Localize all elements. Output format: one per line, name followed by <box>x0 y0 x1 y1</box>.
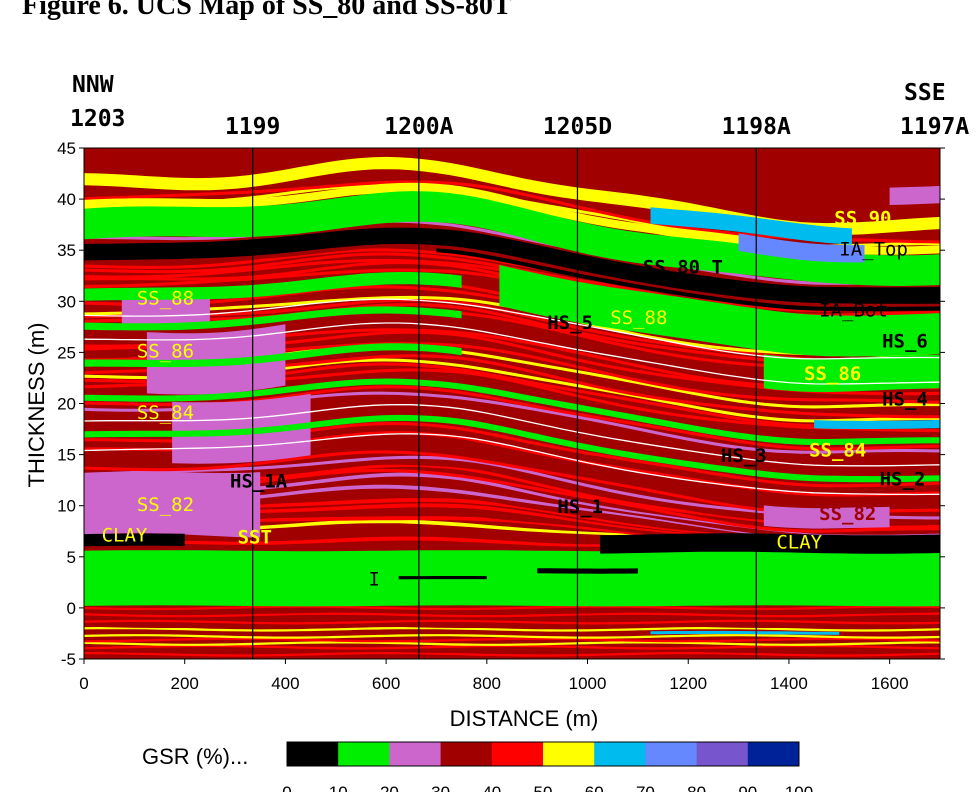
y-tick-label: 35 <box>57 241 76 260</box>
colorbar-tick-label: 40 <box>482 783 501 792</box>
colorbar-tick-label: 70 <box>636 783 655 792</box>
y-tick-label: 40 <box>57 190 76 209</box>
y-tick-label: 25 <box>57 343 76 362</box>
annotation-label: HS_5 <box>547 312 593 334</box>
direction-right-label: SSE <box>904 80 946 106</box>
colorbar-swatch <box>338 742 390 766</box>
annotation-label: IA_Top <box>839 238 908 260</box>
x-tick-label: 400 <box>271 674 299 693</box>
colorbar-frame <box>286 741 800 767</box>
x-tick-label: 800 <box>473 674 501 693</box>
colorbar-swatch <box>287 742 339 766</box>
colorbar-tick-label: 80 <box>687 783 706 792</box>
well-label: 1197A <box>900 114 969 140</box>
well-label: 1200A <box>384 114 453 140</box>
x-tick-label: 0 <box>79 674 88 693</box>
annotations: SS_90 IA_Top SS_80_T IA_Bot HS_5 SS_88 SS_88 SS… <box>102 208 928 591</box>
colorbar-swatch <box>696 742 749 766</box>
strata-map <box>84 148 940 659</box>
annotation-label: CLAY <box>776 532 822 554</box>
y-tick-label: 5 <box>67 548 76 567</box>
annotation-label: HS_4 <box>882 389 928 411</box>
annotation-label: HS_1A <box>230 470 288 492</box>
annotation-label: SS_84 <box>809 440 866 462</box>
colorbar-label: GSR (%)... <box>142 744 248 769</box>
colorbar-swatch <box>491 742 544 766</box>
annotation-label: SS_84 <box>137 402 194 424</box>
annotation-label: SS_82 <box>137 494 194 516</box>
colorbar-tick-label: 30 <box>431 783 450 792</box>
x-tick-label: 1400 <box>770 674 808 693</box>
colorbar-swatch <box>747 742 800 766</box>
colorbar-swatch <box>440 742 493 766</box>
x-axis-label: DISTANCE (m) <box>450 706 599 731</box>
colorbar-tick-label: 0 <box>282 783 291 792</box>
colorbar-swatch <box>645 742 698 766</box>
annotation-label: HS_6 <box>882 330 928 352</box>
well-label: 1198A <box>722 114 791 140</box>
y-tick-label: -5 <box>61 650 76 669</box>
x-tick-label: 1000 <box>569 674 607 693</box>
y-axis-label: THICKNESS (m) <box>24 323 49 488</box>
colorbar-swatch <box>543 742 595 766</box>
well-label: 1203 <box>70 106 125 132</box>
well-label: 1205D <box>543 114 612 140</box>
figure-title: Figure 6. UCS Map of SS_80 and SS-80T <box>22 0 512 21</box>
axis-ticks: 0 200 400 600 800 1000 1200 1400 1600-5051015202… <box>57 139 945 693</box>
annotation-label: IA_Bot <box>819 300 888 322</box>
colorbar-tick-label: 60 <box>585 783 604 792</box>
well-label: 1199 <box>225 114 280 140</box>
colorbar-tick-label: 100 <box>785 783 813 792</box>
y-tick-label: 10 <box>57 497 76 516</box>
annotation-label: SS_82 <box>819 503 876 525</box>
x-tick-label: 1600 <box>871 674 909 693</box>
colorbar-tick-label: 20 <box>380 783 399 792</box>
annotation-label: SS_88 <box>137 287 194 309</box>
annotation-label: SS_90 <box>834 208 891 230</box>
y-tick-label: 30 <box>57 292 76 311</box>
colorbar-tick-label: 50 <box>534 783 553 792</box>
annotation-label: SS_88 <box>610 307 667 329</box>
x-tick-label: 200 <box>171 674 199 693</box>
colorbar-tick-label: 10 <box>329 783 348 792</box>
well-lines: 1203 1199 1200A 1205D 1198A 1197A <box>70 106 969 659</box>
colorbar-swatch <box>389 742 442 766</box>
annotation-label: SS_80_T <box>643 257 723 279</box>
annotation-label: SST <box>238 527 272 549</box>
annotation-label: I <box>368 568 379 590</box>
annotation-label: CLAY <box>102 524 148 546</box>
direction-left-label: NNW <box>72 72 114 98</box>
y-tick-label: 15 <box>57 446 76 465</box>
x-tick-label: 600 <box>372 674 400 693</box>
annotation-label: SS_86 <box>137 341 194 363</box>
x-tick-label: 1200 <box>669 674 707 693</box>
annotation-label: HS_1 <box>557 496 603 518</box>
colorbar-swatch <box>594 742 646 766</box>
annotation-label: SS_86 <box>804 363 861 385</box>
annotation-label: HS_2 <box>880 468 926 490</box>
annotation-label: HS_3 <box>721 445 767 467</box>
y-tick-label: 45 <box>57 139 76 158</box>
y-tick-label: 20 <box>57 395 76 414</box>
y-tick-label: 0 <box>67 599 76 618</box>
colorbar-tick-label: 90 <box>738 783 757 792</box>
colorbar: 0 10 20 30 40 50 60 70 80 90 100 <box>282 741 813 792</box>
